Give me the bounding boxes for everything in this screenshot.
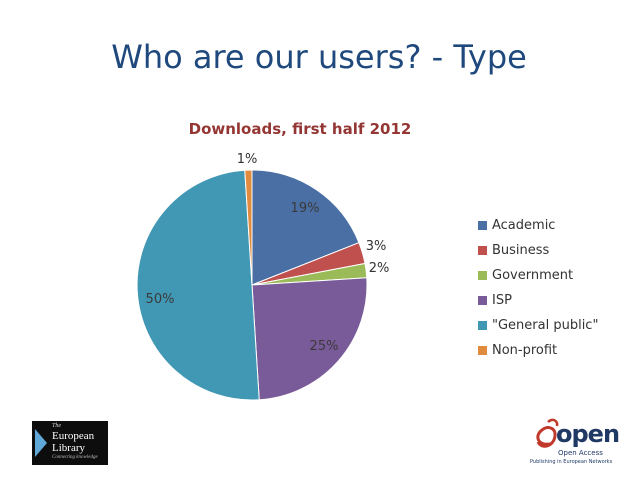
slice-general-public [136, 169, 260, 401]
legend-item-academic: Academic [478, 213, 598, 238]
legend-item-business: Business [478, 238, 598, 263]
open-logo: open Open Access Publishing in European … [528, 416, 620, 470]
legend-label: ISP [492, 293, 512, 308]
legend-swatch [478, 346, 487, 355]
legend-swatch [478, 221, 487, 230]
logo-text-the: The [52, 423, 61, 429]
legend-item-non-profit: Non-profit [478, 338, 598, 363]
logo-text-library: Library [52, 442, 85, 454]
label-general-public: 50% [146, 292, 175, 307]
european-library-mark-icon [35, 429, 47, 457]
label-government: 2% [369, 261, 390, 276]
label-academic: 19% [291, 201, 320, 216]
logo-text-tagline: Connecting knowledge [52, 455, 98, 460]
legend-item-government: Government [478, 263, 598, 288]
legend-swatch [478, 271, 487, 280]
legend-swatch [478, 321, 487, 330]
legend-label: Academic [492, 218, 556, 233]
chart-legend: Academic Business Government ISP "Genera… [478, 213, 598, 363]
legend-item-isp: ISP [478, 288, 598, 313]
logo-text-european: European [52, 430, 95, 442]
legend-swatch [478, 246, 487, 255]
label-non-profit: 1% [237, 152, 258, 167]
legend-item-general-public: "General public" [478, 313, 598, 338]
slice-academic [251, 169, 360, 286]
legend-label: Government [492, 268, 574, 283]
label-isp: 25% [310, 339, 339, 354]
logo-text-publishing: Publishing in European Networks [530, 459, 613, 465]
chart-title: Downloads, first half 2012 [188, 120, 412, 138]
label-business: 3% [366, 239, 387, 254]
legend-swatch [478, 296, 487, 305]
european-library-logo: The European Library Connecting knowledg… [32, 421, 108, 465]
logo-word-open: open [556, 420, 620, 448]
logo-text-open-access: Open Access [558, 449, 603, 457]
slice-isp [251, 277, 368, 401]
slide-title: Who are our users? - Type [111, 38, 527, 76]
open-a-mark-icon [536, 418, 559, 448]
slice-non-profit [244, 169, 253, 286]
legend-label: Business [492, 243, 550, 258]
legend-label: Non-profit [492, 343, 558, 358]
legend-label: "General public" [492, 318, 599, 333]
